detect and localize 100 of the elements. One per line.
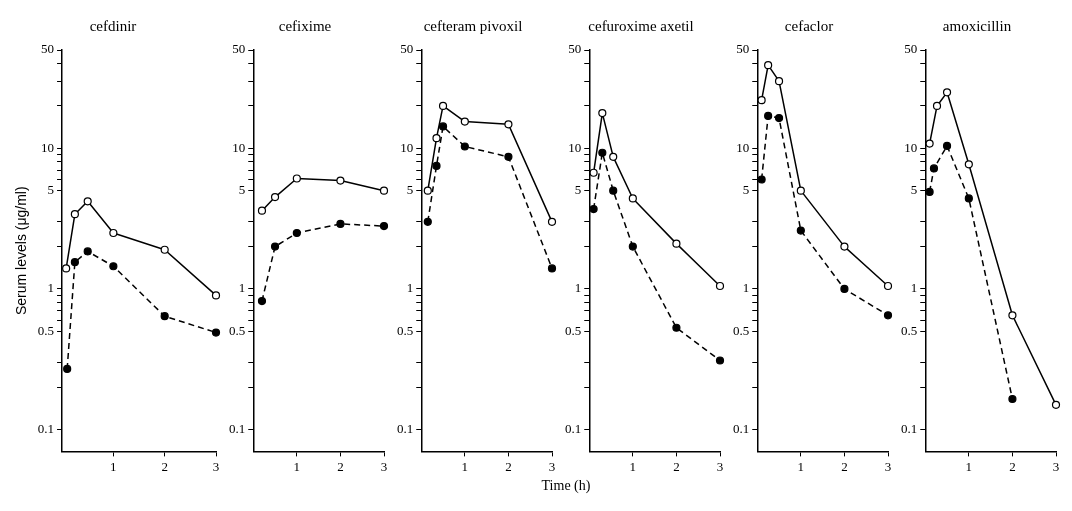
chart-title: cefteram pivoxil	[423, 17, 523, 34]
y-tick-label: 0.5	[37, 322, 55, 338]
point	[423, 186, 432, 195]
x-tick-label: 2	[337, 458, 344, 474]
point	[840, 242, 849, 251]
y-tick-label: 10	[41, 139, 55, 155]
y-tick-label: 0.5	[901, 322, 918, 338]
x-tick-label: 2	[161, 458, 168, 474]
point	[925, 187, 934, 196]
chart-title: cefaclor	[784, 17, 834, 34]
point	[379, 186, 389, 195]
point	[460, 142, 469, 151]
point	[598, 148, 607, 157]
point	[438, 101, 448, 111]
y-tick-label: 5	[742, 182, 750, 198]
point	[672, 323, 681, 332]
point	[1008, 394, 1017, 404]
x-tick-label: 1	[293, 458, 301, 474]
y-tick-label: 10	[736, 139, 750, 155]
y-tick-label: 50	[568, 41, 582, 57]
y-tick-label: 0.1	[565, 421, 582, 437]
x-tick-label: 3	[1052, 458, 1060, 474]
point	[609, 186, 618, 195]
x-tick-label: 1	[965, 458, 973, 474]
point	[715, 281, 725, 291]
y-tick-label: 50	[904, 41, 918, 57]
point	[1051, 400, 1061, 409]
point	[432, 161, 441, 170]
point	[929, 164, 939, 173]
x-tick-label: 2	[673, 458, 680, 474]
point	[757, 175, 766, 184]
point	[774, 77, 784, 86]
y-tick-label: 0.1	[397, 421, 414, 437]
point	[70, 210, 79, 219]
point	[83, 197, 92, 206]
point	[270, 242, 280, 251]
point	[925, 139, 934, 148]
point	[160, 245, 169, 254]
y-tick-label: 10	[400, 139, 414, 155]
point	[257, 296, 267, 306]
point	[883, 281, 893, 291]
point	[715, 356, 725, 365]
x-tick-label: 2	[841, 458, 848, 474]
y-tick-label: 0.5	[565, 322, 582, 338]
point	[609, 152, 618, 161]
point	[883, 311, 893, 320]
point	[1008, 311, 1017, 320]
point	[211, 328, 221, 337]
point	[432, 134, 441, 143]
y-tick-label: 0.1	[229, 421, 246, 437]
y-tick-label: 50	[41, 41, 55, 57]
point	[292, 174, 301, 183]
chart-title: amoxicillin	[942, 17, 1012, 34]
x-tick-label: 1	[110, 458, 117, 474]
x-tick-label: 3	[548, 458, 556, 474]
y-tick-label: 10	[568, 139, 582, 155]
point	[62, 264, 71, 273]
x-tick-label: 3	[212, 458, 220, 474]
x-tick-label: 1	[629, 458, 637, 474]
point	[336, 176, 345, 185]
point	[932, 101, 942, 111]
y-tick-label: 1	[238, 280, 246, 296]
point	[379, 221, 389, 231]
y-tick-label: 10	[232, 139, 246, 155]
chart-title: cefuroxime axetil	[588, 17, 694, 34]
point	[589, 204, 598, 214]
point	[598, 108, 607, 118]
point	[109, 228, 118, 238]
point	[63, 364, 72, 374]
point	[460, 117, 469, 126]
point	[942, 88, 952, 97]
point	[83, 247, 92, 256]
x-tick-label: 1	[461, 458, 469, 474]
point	[840, 284, 849, 294]
point	[764, 111, 773, 120]
point	[764, 61, 773, 70]
point	[504, 152, 513, 161]
point	[628, 194, 637, 203]
point	[547, 264, 557, 273]
point	[672, 239, 681, 248]
y-tick-label: 5	[238, 182, 246, 198]
point	[796, 186, 805, 195]
point	[774, 113, 784, 123]
y-tick-label: 0.1	[37, 421, 55, 437]
y-tick-label: 1	[742, 280, 750, 296]
y-tick-label: 0.5	[733, 322, 750, 338]
point	[336, 219, 345, 229]
point	[547, 217, 557, 226]
point	[70, 258, 79, 267]
point	[504, 120, 513, 129]
point	[757, 96, 766, 105]
point	[211, 291, 221, 300]
chart-title: cefixime	[278, 17, 332, 34]
x-tick-label: 2	[1009, 458, 1016, 474]
x-tick-label: 3	[380, 458, 388, 474]
point	[438, 122, 448, 131]
point	[964, 194, 973, 203]
point	[109, 262, 118, 271]
x-tick-label: 3	[884, 458, 892, 474]
x-tick-label: 3	[716, 458, 724, 474]
